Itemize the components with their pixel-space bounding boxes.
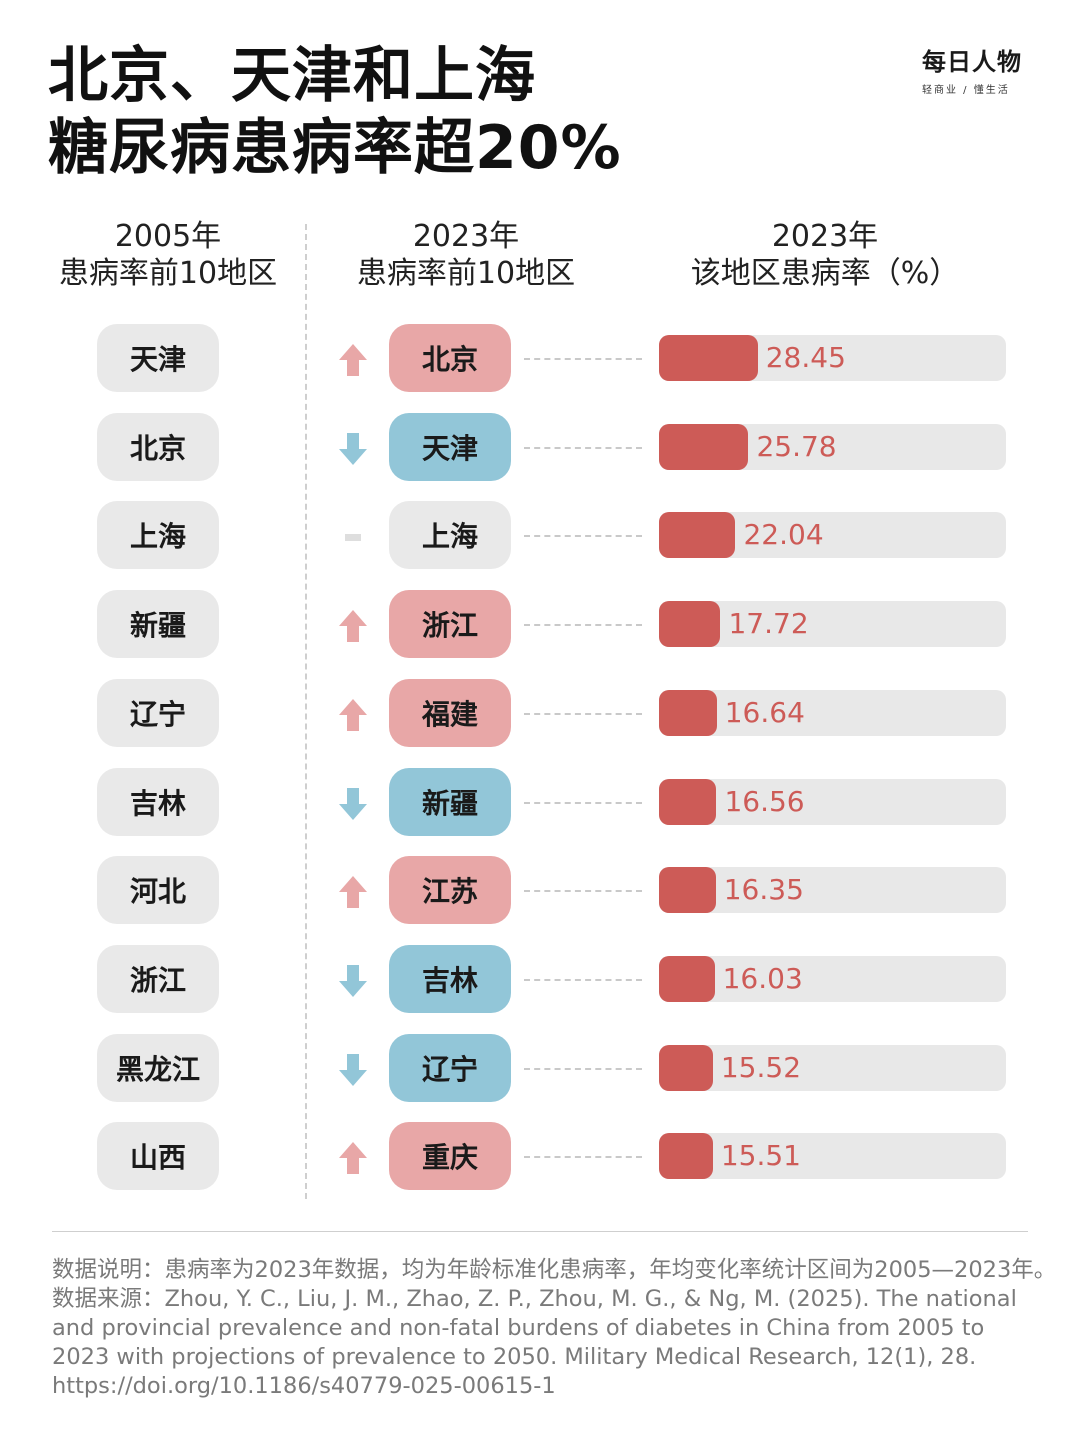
arrow-down-icon	[339, 787, 367, 820]
connector-line	[524, 712, 642, 715]
prevalence-value-label: 16.64	[724, 695, 805, 729]
column-header-2005-label: 患病率前10地区	[58, 256, 278, 291]
data-source-line-2: and provincial prevalence and non-fatal …	[52, 1315, 985, 1341]
bar-track	[659, 689, 1006, 736]
region-2005-label: 新疆	[97, 590, 219, 659]
arrow-up-icon	[339, 344, 367, 376]
connector-line	[524, 978, 642, 981]
region-2023-label: 辽宁	[389, 1033, 511, 1102]
region-2005-label: 北京	[97, 412, 219, 481]
connector-line	[524, 446, 642, 449]
data-source-line-3: 2023 with projections of prevalence to 2…	[52, 1344, 977, 1370]
connector-line	[524, 535, 642, 538]
logo-name: 每日人物	[922, 48, 1022, 76]
region-2005-label: 河北	[97, 856, 219, 925]
column-header-2023-year: 2023年	[412, 219, 520, 254]
connector-line	[524, 358, 642, 360]
bar-track	[659, 1044, 1006, 1091]
prevalence-bar	[659, 778, 717, 825]
bar-track	[659, 778, 1006, 825]
connector-line	[524, 1156, 642, 1159]
region-2023-label: 新疆	[389, 767, 511, 836]
column-header-rate-label: 该地区患病率（%）	[690, 256, 960, 291]
prevalence-value-label: 28.45	[765, 341, 846, 374]
column-header-2023-label: 患病率前10地区	[356, 256, 576, 291]
prevalence-bar	[659, 1133, 713, 1180]
prevalence-value-label: 16.35	[723, 873, 804, 907]
arrow-down-icon	[339, 432, 367, 465]
prevalence-bar	[659, 867, 716, 914]
data-note: 数据说明：患病率为2023年数据，均为年龄标准化患病率，年均变化率统计区间为20…	[52, 1257, 1057, 1283]
column-header-2005-year: 2005年	[114, 219, 222, 254]
region-2023-label: 福建	[389, 678, 511, 747]
logo-slogan: 轻商业 / 懂生活	[922, 85, 1010, 96]
region-2023-label: 重庆	[389, 1122, 511, 1191]
prevalence-value-label: 17.72	[728, 607, 809, 641]
region-2005-label: 上海	[97, 501, 219, 570]
arrow-up-icon	[339, 1142, 367, 1175]
region-2023-label: 吉林	[389, 944, 511, 1013]
prevalence-bar	[659, 335, 758, 381]
bar-track	[659, 867, 1006, 914]
footer-divider	[52, 1231, 1028, 1232]
region-2023-label: 天津	[389, 412, 511, 481]
bar-track	[659, 1133, 1006, 1180]
column-header-2005: 2005年 患病率前10地区	[38, 218, 298, 292]
column-header-rate: 2023年 该地区患病率（%）	[660, 218, 990, 292]
region-2023-label: 江苏	[389, 856, 511, 925]
region-2023-label: 上海	[389, 501, 511, 570]
prevalence-bar	[659, 689, 717, 736]
arrow-down-icon	[339, 964, 367, 997]
prevalence-value-label: 22.04	[743, 518, 824, 552]
region-2005-label: 天津	[97, 324, 219, 392]
region-2023-label: 北京	[389, 324, 511, 392]
region-2005-label: 辽宁	[97, 678, 219, 747]
prevalence-value-label: 15.51	[720, 1139, 801, 1173]
chart-title-line-2: 糖尿病患病率超20%	[48, 113, 622, 183]
prevalence-bar	[659, 955, 715, 1002]
brand-logo: 每日人物 轻商业 / 懂生活	[922, 42, 1032, 96]
region-2005-label: 黑龙江	[97, 1033, 219, 1102]
column-header-2023: 2023年 患病率前10地区	[336, 218, 596, 292]
prevalence-value-label: 25.78	[756, 429, 837, 463]
prevalence-bar	[659, 1044, 713, 1091]
bar-track	[659, 955, 1006, 1002]
column-divider	[305, 224, 307, 1199]
arrow-down-icon	[339, 1053, 367, 1086]
connector-line	[524, 1067, 642, 1070]
arrow-up-icon	[339, 698, 367, 731]
arrow-up-icon	[339, 876, 367, 909]
prevalence-value-label: 16.03	[722, 961, 803, 995]
region-2005-label: 吉林	[97, 767, 219, 836]
connector-line	[524, 624, 642, 627]
data-source-line-1: 数据来源：Zhou, Y. C., Liu, J. M., Zhao, Z. P…	[52, 1286, 1017, 1312]
chart-title-line-1: 北京、天津和上海	[48, 41, 536, 111]
connector-line	[524, 801, 642, 804]
data-source: 数据来源：Zhou, Y. C., Liu, J. M., Zhao, Z. P…	[52, 1285, 1052, 1401]
prevalence-bar	[659, 423, 749, 470]
prevalence-bar	[659, 512, 736, 559]
prevalence-bar	[659, 601, 721, 648]
prevalence-value-label: 15.52	[720, 1050, 802, 1084]
region-2005-label: 山西	[97, 1122, 219, 1191]
unchanged-dash-icon	[345, 534, 361, 542]
prevalence-value-label: 16.56	[724, 784, 805, 818]
region-2023-label: 浙江	[389, 590, 511, 659]
connector-line	[524, 890, 642, 893]
data-source-line-4: https://doi.org/10.1186/s40779-025-00615…	[52, 1373, 556, 1399]
region-2005-label: 浙江	[97, 944, 219, 1013]
column-header-rate-year: 2023年	[771, 219, 879, 254]
arrow-up-icon	[339, 610, 367, 643]
